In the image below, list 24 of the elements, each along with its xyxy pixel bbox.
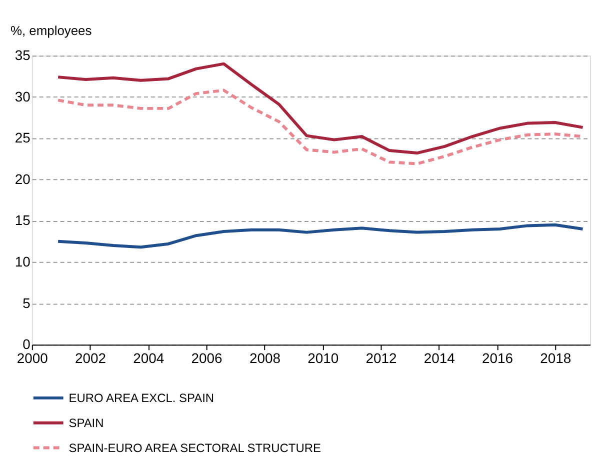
legend-label: SPAIN [68, 416, 104, 430]
x-tick-label: 2014 [424, 350, 456, 366]
x-tick-label: 2008 [249, 350, 281, 366]
x-tick-label: 2002 [75, 350, 106, 366]
x-tick-label: 2000 [16, 350, 48, 366]
legend-label: SPAIN-EURO AREA SECTORAL STRUCTURE [68, 440, 321, 455]
x-tick-label: 2018 [540, 350, 572, 366]
y-tick-label: 35 [14, 47, 31, 64]
y-tick-label: 25 [14, 130, 31, 146]
y-tick-label: 10 [14, 254, 31, 270]
y-tick-label: 15 [14, 212, 31, 228]
x-tick-label: 2016 [482, 350, 514, 366]
line-series [56, 223, 584, 249]
y-tick-label: 5 [22, 294, 31, 311]
legend-label: EURO AREA EXCL. SPAIN [68, 390, 214, 405]
y-tick-label: 0 [22, 336, 31, 352]
x-tick-label: 2004 [133, 350, 164, 366]
x-tick-label: 2012 [366, 350, 397, 366]
y-tick-label: 30 [14, 88, 31, 104]
x-tick-label: 2010 [308, 350, 339, 366]
line-series [56, 62, 584, 155]
y-axis-title: %, employees [10, 23, 92, 38]
y-tick-label: 20 [14, 170, 31, 187]
x-tick-label: 2006 [191, 350, 223, 366]
